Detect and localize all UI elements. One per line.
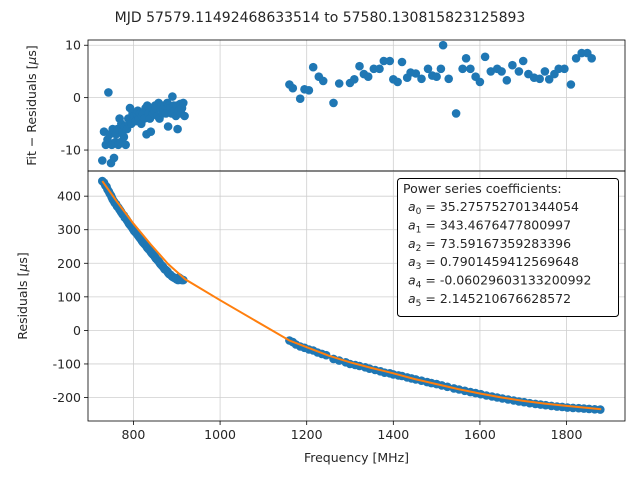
x-tick-label: 1200 xyxy=(291,427,323,442)
data-point xyxy=(121,140,130,150)
y-tick-label: 100 xyxy=(57,289,81,304)
data-point xyxy=(417,74,426,84)
legend-coefficient: a2 = 73.59167359283396 xyxy=(408,236,571,254)
legend-coefficient: a3 = 0.7901459412569648 xyxy=(408,254,579,272)
data-point xyxy=(329,98,338,108)
y-tick-label: 0 xyxy=(73,323,81,338)
data-point xyxy=(444,74,454,84)
y-tick-label: 200 xyxy=(57,256,81,271)
x-tick-label: 1600 xyxy=(464,427,496,442)
data-point xyxy=(560,64,569,74)
y-tick-label: 300 xyxy=(57,222,81,237)
fit-residuals-panel: 10 0 -10 Fit − Residuals [μs] xyxy=(24,38,626,172)
legend-box xyxy=(397,178,619,317)
chart-title: MJD 57579.11492468633514 to 57580.130815… xyxy=(115,10,526,26)
legend-coefficient: a5 = 2.145210676628572 xyxy=(408,291,571,309)
top-y-axis-label: Fit − Residuals [μs] xyxy=(24,45,39,166)
data-point xyxy=(109,153,119,163)
x-ticks: 800 1000 1200 1400 1600 1800 xyxy=(122,421,583,442)
data-point xyxy=(397,57,407,67)
coefficients-legend: Power series coefficients: a0 = 35.275752… xyxy=(397,178,619,317)
bottom-y-axis-label: Residuals [μs] xyxy=(15,252,30,340)
data-point xyxy=(385,56,395,66)
x-tick-label: 1800 xyxy=(551,427,583,442)
data-point xyxy=(587,54,596,63)
legend-coefficient: a0 = 35.275752701344054 xyxy=(408,199,579,217)
data-point xyxy=(179,275,188,285)
data-point xyxy=(104,88,113,97)
data-point xyxy=(497,67,506,76)
y-tick-label: 400 xyxy=(57,189,81,204)
data-point xyxy=(423,64,433,74)
data-point xyxy=(571,54,581,63)
data-point xyxy=(475,77,485,87)
data-point xyxy=(514,67,524,76)
y-tick-label: -10 xyxy=(61,143,81,158)
data-point xyxy=(163,122,173,131)
data-point xyxy=(535,74,544,84)
legend-heading: Power series coefficients: xyxy=(403,181,562,196)
data-point xyxy=(355,61,364,71)
data-point xyxy=(295,94,305,103)
data-point xyxy=(363,72,373,81)
x-tick-label: 1000 xyxy=(204,427,236,442)
data-point xyxy=(438,40,448,50)
legend-coefficient: a1 = 343.4676477800997 xyxy=(408,217,571,235)
data-point xyxy=(375,64,384,74)
data-point xyxy=(461,54,471,63)
data-point xyxy=(566,80,576,89)
bottom-y-ticks: 400 300 200 100 0 -100 -200 xyxy=(53,189,88,405)
data-point xyxy=(544,75,554,84)
data-point xyxy=(350,75,359,84)
legend-coefficient: a4 = -0.06029603133200992 xyxy=(408,273,591,291)
data-point xyxy=(334,79,344,88)
data-point xyxy=(168,92,177,101)
data-point xyxy=(379,56,389,66)
data-point xyxy=(436,64,446,74)
x-axis-label: Frequency [MHz] xyxy=(304,450,409,465)
data-point xyxy=(179,98,188,108)
data-point xyxy=(173,124,182,134)
bottom-axes-frame xyxy=(87,170,626,422)
data-point xyxy=(180,111,189,121)
data-point xyxy=(119,132,129,142)
data-point xyxy=(508,60,517,70)
data-point xyxy=(458,64,467,74)
y-tick-label: 0 xyxy=(73,90,81,105)
power-series-fit-line xyxy=(101,180,602,411)
data-point xyxy=(288,83,298,93)
x-tick-label: 1400 xyxy=(377,427,409,442)
data-point xyxy=(308,62,318,72)
data-point xyxy=(502,76,512,85)
data-point xyxy=(466,64,475,74)
y-tick-label: 10 xyxy=(65,38,81,53)
data-point xyxy=(540,67,550,76)
y-tick-label: -100 xyxy=(53,356,81,371)
data-point xyxy=(304,86,314,95)
data-point xyxy=(480,52,490,62)
data-point xyxy=(411,69,421,78)
data-point xyxy=(432,72,441,81)
y-tick-label: -200 xyxy=(53,390,81,405)
data-point xyxy=(451,109,461,118)
data-point xyxy=(518,56,528,66)
data-point xyxy=(393,77,402,87)
top-y-ticks: 10 0 -10 xyxy=(61,38,88,158)
data-point xyxy=(146,127,156,136)
top-grid xyxy=(88,40,625,171)
data-point xyxy=(98,156,107,165)
x-tick-label: 800 xyxy=(122,427,146,442)
top-residual-points xyxy=(98,40,596,168)
data-point xyxy=(318,76,328,86)
